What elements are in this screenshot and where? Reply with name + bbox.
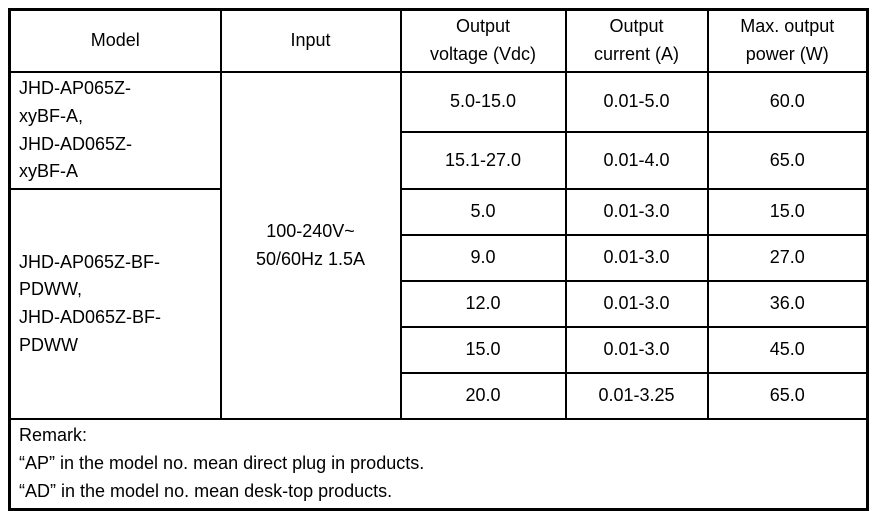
power-cell: 27.0 xyxy=(706,234,869,283)
model-cell-group2: JHD-AP065Z-BF- PDWW, JHD-AD065Z-BF- PDWW xyxy=(8,188,222,421)
table-row: 9.0 0.01-3.0 27.0 xyxy=(10,234,869,283)
power-cell: 65.0 xyxy=(706,131,869,191)
power-cell: 36.0 xyxy=(706,280,869,329)
table-row: 15.0 0.01-3.0 45.0 xyxy=(10,326,869,375)
table-row: JHD-AP065Z- xyBF-A, JHD-AD065Z- xyBF-A 1… xyxy=(8,70,869,421)
voltage-cell: 15.0 xyxy=(399,326,567,375)
remark-cell: Remark: “AP” in the model no. mean direc… xyxy=(8,418,869,511)
power-cell: 45.0 xyxy=(706,326,869,375)
power-cell: 15.0 xyxy=(706,188,869,237)
column-header-current: Output current (A) xyxy=(564,8,709,73)
model-cell-group1: JHD-AP065Z- xyBF-A, JHD-AD065Z- xyBF-A xyxy=(8,70,222,191)
voltage-cell: 5.0 xyxy=(399,188,567,237)
remark-ap-line: “AP” in the model no. mean direct plug i… xyxy=(19,453,425,474)
voltage-cell: 9.0 xyxy=(399,234,567,283)
power-cell: 60.0 xyxy=(706,70,869,134)
column-header-voltage: Output voltage (Vdc) xyxy=(399,8,567,73)
remark-title: Remark: xyxy=(19,425,88,446)
power-cell: 65.0 xyxy=(706,372,869,421)
table-row: 12.0 0.01-3.0 36.0 xyxy=(10,280,869,329)
current-cell: 0.01-4.0 xyxy=(564,131,709,191)
current-cell: 0.01-5.0 xyxy=(564,70,709,134)
column-header-input: Input xyxy=(219,8,402,73)
remark-row: Remark: “AP” in the model no. mean direc… xyxy=(8,418,869,511)
current-cell: 0.01-3.0 xyxy=(564,234,709,283)
current-cell: 0.01-3.0 xyxy=(564,326,709,375)
table-row: 15.1-27.0 0.01-4.0 65.0 xyxy=(10,131,869,191)
table-row: JHD-AP065Z-BF- PDWW, JHD-AD065Z-BF- PDWW… xyxy=(8,188,869,421)
remark-ad-line: “AD” in the model no. mean desk-top prod… xyxy=(19,481,393,502)
current-cell: 0.01-3.25 xyxy=(564,372,709,421)
column-header-power: Max. output power (W) xyxy=(706,8,869,73)
voltage-cell: 15.1-27.0 xyxy=(399,131,567,191)
voltage-cell: 12.0 xyxy=(399,280,567,329)
table-row: 20.0 0.01-3.25 65.0 xyxy=(10,372,869,421)
current-cell: 0.01-3.0 xyxy=(564,188,709,237)
voltage-cell: 5.0-15.0 xyxy=(399,70,567,134)
input-cell: 100-240V~ 50/60Hz 1.5A xyxy=(219,70,402,421)
spec-table: Model Input Output voltage (Vdc) Output … xyxy=(8,8,869,511)
voltage-cell: 20.0 xyxy=(399,372,567,421)
column-header-model: Model xyxy=(8,8,222,73)
header-row: Model Input Output voltage (Vdc) Output … xyxy=(8,8,869,73)
current-cell: 0.01-3.0 xyxy=(564,280,709,329)
